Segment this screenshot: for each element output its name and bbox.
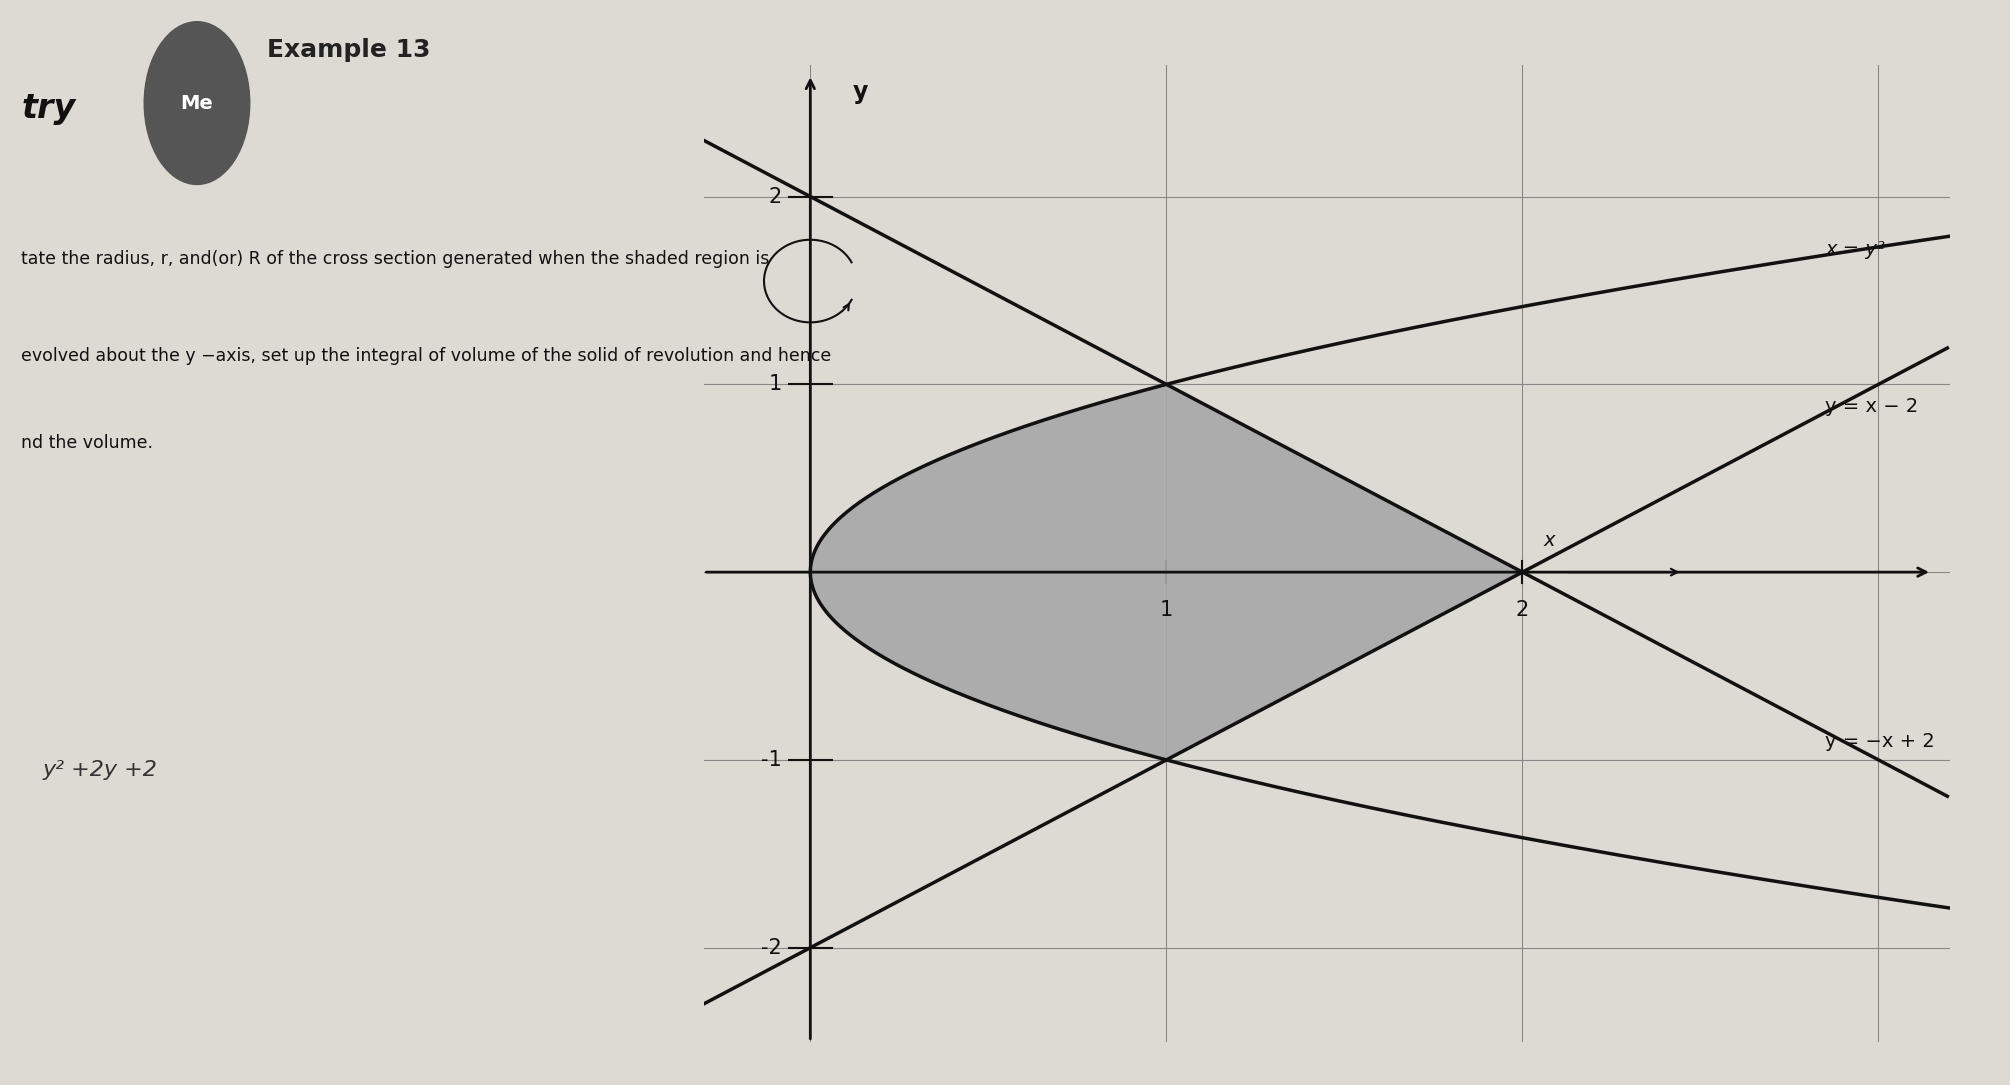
Text: 2: 2 (1516, 600, 1530, 621)
Text: tate the radius, r, and(or) R of the cross section generated when the shaded reg: tate the radius, r, and(or) R of the cro… (20, 250, 770, 268)
Text: y = −x + 2: y = −x + 2 (1825, 731, 1936, 751)
Circle shape (145, 22, 249, 184)
Text: Example 13: Example 13 (267, 38, 430, 62)
Text: 2: 2 (768, 187, 782, 206)
Text: x = y²: x = y² (1825, 240, 1885, 258)
Text: -1: -1 (762, 750, 782, 770)
Text: y² +2y +2: y² +2y +2 (42, 760, 157, 779)
Text: -2: -2 (762, 937, 782, 958)
Text: y: y (852, 80, 868, 104)
Text: Me: Me (181, 93, 213, 113)
Text: x: x (1544, 531, 1556, 550)
Text: evolved about the y −axis, set up the integral of volume of the solid of revolut: evolved about the y −axis, set up the in… (20, 347, 832, 366)
Text: try: try (20, 92, 74, 125)
Text: y = x − 2: y = x − 2 (1825, 397, 1918, 417)
Text: 1: 1 (1160, 600, 1174, 621)
Text: nd the volume.: nd the volume. (20, 434, 153, 452)
Text: 1: 1 (768, 374, 782, 394)
